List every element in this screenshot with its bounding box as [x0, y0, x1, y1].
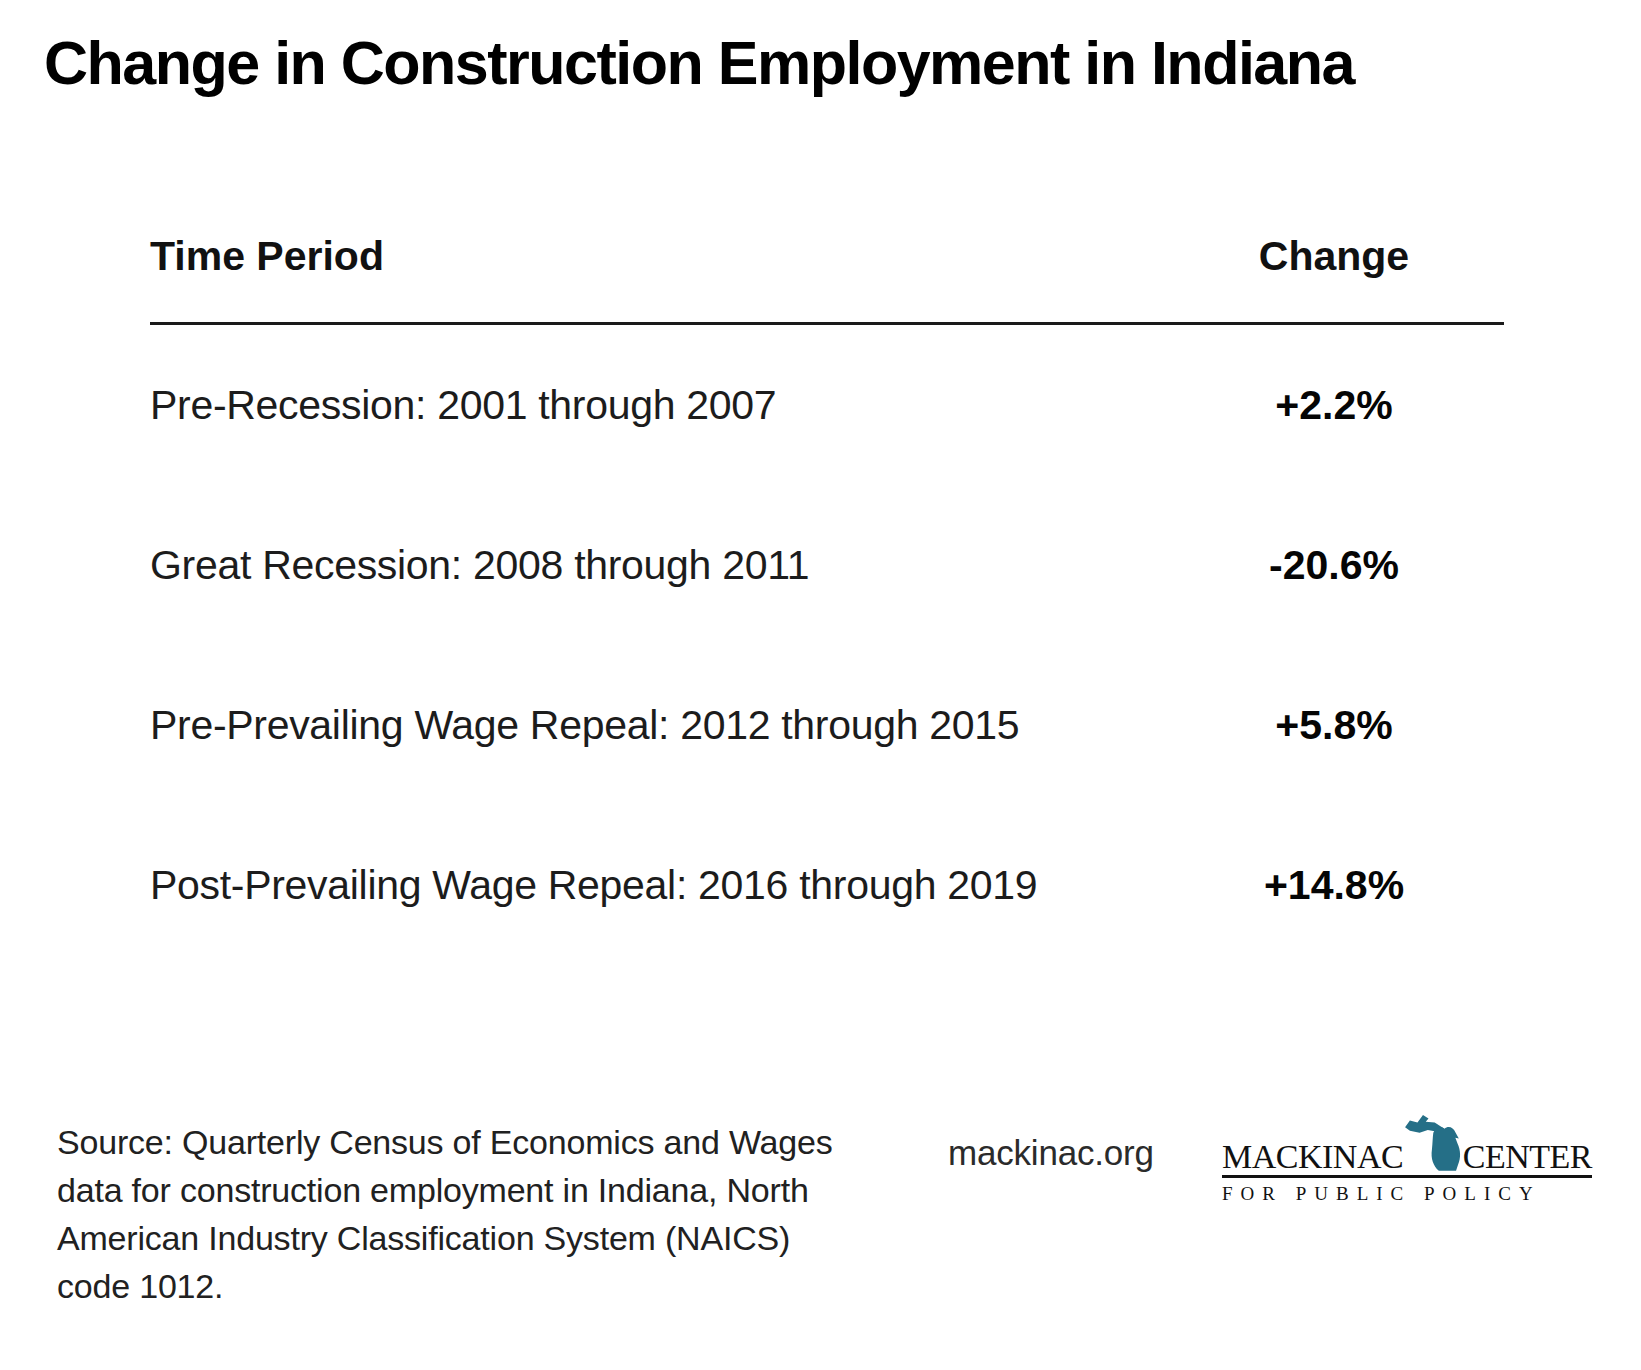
- change-value: +2.2%: [1194, 382, 1474, 429]
- logo-wordmark: MACKINAC CENTER: [1222, 1099, 1592, 1175]
- time-period-label: Pre-Recession: 2001 through 2007: [150, 382, 1194, 429]
- table-row: Great Recession: 2008 through 2011 -20.6…: [150, 485, 1504, 645]
- logo-word-mackinac: MACKINAC: [1222, 1139, 1403, 1175]
- time-period-label: Great Recession: 2008 through 2011: [150, 542, 1194, 589]
- logo-word-center: CENTER: [1463, 1139, 1592, 1175]
- infographic-page: Change in Construction Employment in Ind…: [0, 0, 1641, 1370]
- table-header-row: Time Period Change: [150, 220, 1504, 292]
- michigan-state-icon: [1403, 1099, 1465, 1175]
- table-row: Post-Prevailing Wage Repeal: 2016 throug…: [150, 805, 1504, 965]
- logo-tagline: FOR PUBLIC POLICY: [1222, 1183, 1592, 1205]
- page-title: Change in Construction Employment in Ind…: [44, 28, 1354, 98]
- website-url: mackinac.org: [948, 1133, 1154, 1173]
- header-time-period: Time Period: [150, 233, 1194, 280]
- time-period-label: Pre-Prevailing Wage Repeal: 2012 through…: [150, 702, 1194, 749]
- mackinac-center-logo: MACKINAC CENTER FOR PUBLIC POLICY: [1222, 1099, 1592, 1205]
- time-period-label: Post-Prevailing Wage Repeal: 2016 throug…: [150, 862, 1194, 909]
- change-value: -20.6%: [1194, 542, 1474, 589]
- change-value: +14.8%: [1194, 862, 1474, 909]
- table-row: Pre-Recession: 2001 through 2007 +2.2%: [150, 325, 1504, 485]
- logo-divider: [1222, 1175, 1592, 1178]
- table-row: Pre-Prevailing Wage Repeal: 2012 through…: [150, 645, 1504, 805]
- header-change: Change: [1194, 233, 1474, 280]
- change-value: +5.8%: [1194, 702, 1474, 749]
- source-note: Source: Quarterly Census of Economics an…: [57, 1118, 847, 1310]
- employment-change-table: Time Period Change Pre-Recession: 2001 t…: [150, 220, 1504, 965]
